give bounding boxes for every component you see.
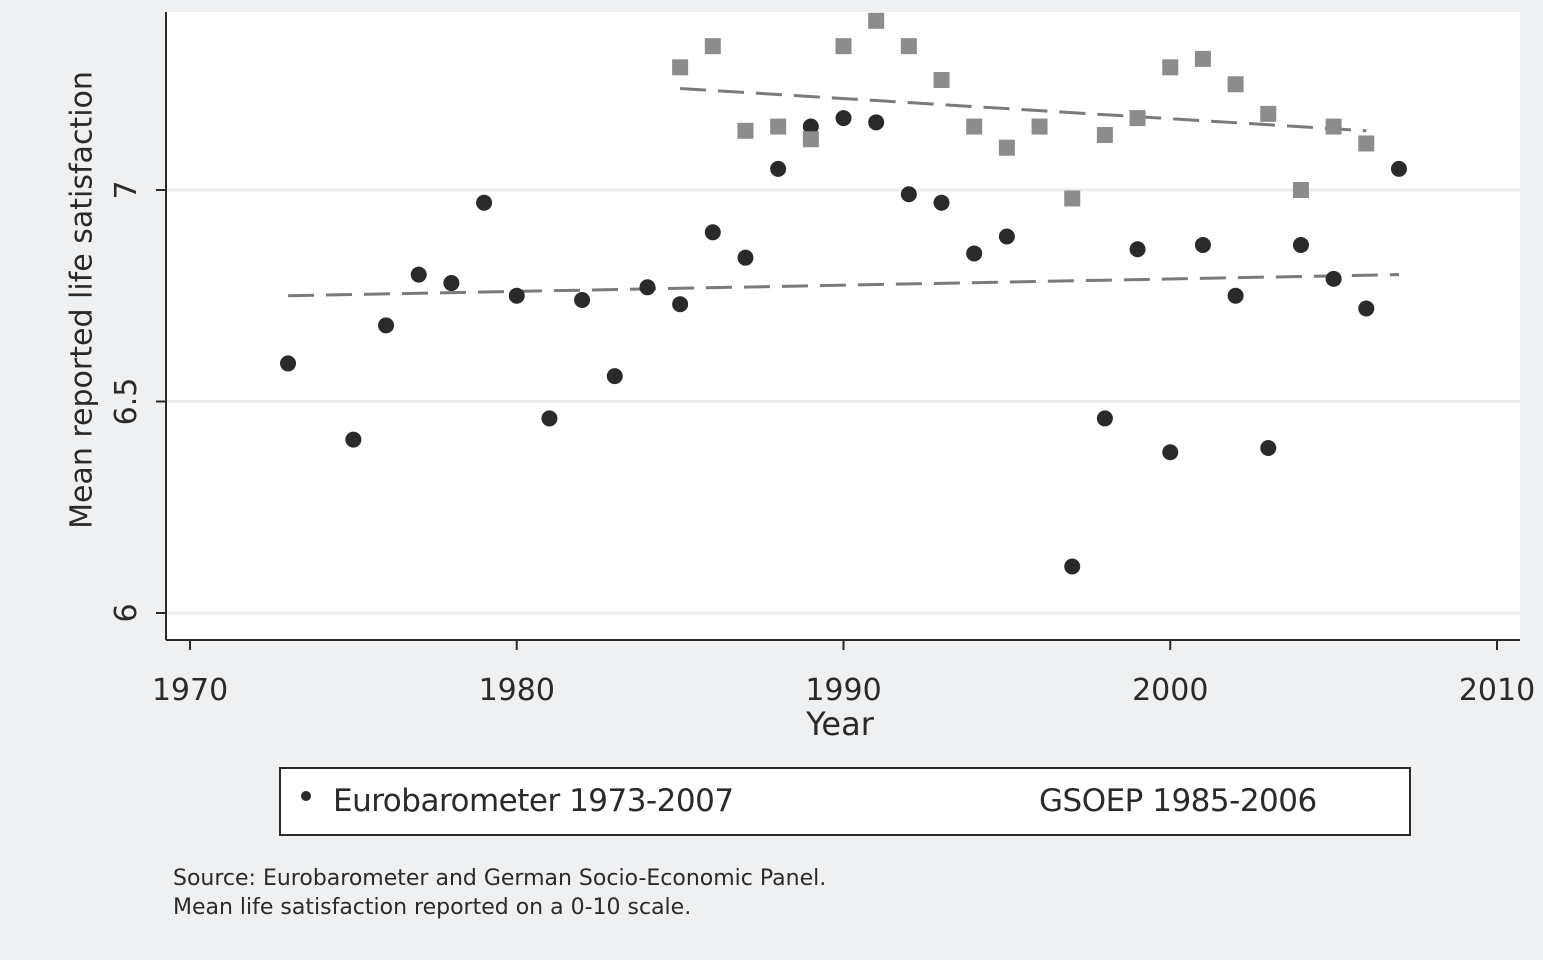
point-eurobarometer-2005 <box>1325 270 1342 287</box>
point-gsoep-2000 <box>1162 59 1179 76</box>
point-eurobarometer-2004 <box>1292 236 1309 253</box>
legend-label-gsoep: GSOEP 1985-2006 <box>1039 783 1317 819</box>
fit-line-gsoep <box>680 86 1367 133</box>
point-gsoep-1986 <box>704 38 721 55</box>
point-eurobarometer-2006 <box>1358 300 1375 317</box>
x-tick-label-0: 1970 <box>152 673 228 708</box>
data-points <box>280 12 1407 575</box>
axes: 1970 1980 1990 2000 2010 6 6.5 7 <box>109 12 1535 708</box>
x-tick-label-2: 1990 <box>805 673 881 708</box>
point-gsoep-1992 <box>900 38 917 55</box>
x-tick-label-4: 2010 <box>1459 673 1535 708</box>
point-gsoep-1987 <box>737 122 754 139</box>
point-eurobarometer-1999 <box>1129 241 1146 258</box>
point-eurobarometer-1997 <box>1064 558 1081 575</box>
y-tick-label-1: 6.5 <box>109 378 144 426</box>
y-tick-label-2: 7 <box>109 180 144 199</box>
point-gsoep-1994 <box>966 118 983 135</box>
point-eurobarometer-2002 <box>1227 287 1244 304</box>
point-gsoep-1985 <box>672 59 689 76</box>
point-eurobarometer-1988 <box>770 160 787 177</box>
point-eurobarometer-1990 <box>835 110 852 127</box>
point-gsoep-1990 <box>835 38 852 55</box>
point-eurobarometer-1986 <box>704 224 721 241</box>
point-eurobarometer-1973 <box>280 355 297 372</box>
point-eurobarometer-1983 <box>606 368 623 385</box>
point-gsoep-1993 <box>933 72 950 89</box>
point-gsoep-1997 <box>1064 190 1081 207</box>
y-tick-label-0: 6 <box>109 603 144 622</box>
point-gsoep-1999 <box>1129 110 1146 127</box>
point-eurobarometer-2000 <box>1162 444 1179 461</box>
point-eurobarometer-1994 <box>966 245 983 262</box>
point-gsoep-2003 <box>1260 105 1277 122</box>
legend-circle-marker-icon <box>301 791 311 801</box>
legend-item-gsoep: GSOEP 1985-2006 <box>1039 783 1317 819</box>
x-tick-label-3: 2000 <box>1132 673 1208 708</box>
point-gsoep-2006 <box>1358 135 1375 152</box>
source-note: Source: Eurobarometer and German Socio-E… <box>173 866 827 891</box>
point-eurobarometer-1981 <box>541 410 558 427</box>
point-eurobarometer-1991 <box>868 114 885 131</box>
plot-area <box>166 12 1520 640</box>
point-eurobarometer-1985 <box>672 296 689 313</box>
legend-item-eurobarometer: Eurobarometer 1973-2007 <box>301 783 734 819</box>
point-eurobarometer-1975 <box>345 431 362 448</box>
point-eurobarometer-1978 <box>443 275 460 292</box>
point-gsoep-1991 <box>868 12 885 29</box>
point-eurobarometer-1984 <box>639 279 656 296</box>
point-eurobarometer-2003 <box>1260 440 1277 457</box>
point-eurobarometer-1989 <box>802 118 819 135</box>
point-gsoep-2001 <box>1194 50 1211 67</box>
point-eurobarometer-1982 <box>574 291 591 308</box>
point-gsoep-1988 <box>770 118 787 135</box>
point-eurobarometer-2007 <box>1390 160 1407 177</box>
legend: Eurobarometer 1973-2007 GSOEP 1985-2006 <box>279 767 1411 836</box>
point-eurobarometer-1998 <box>1096 410 1113 427</box>
point-eurobarometer-1992 <box>900 186 917 203</box>
point-eurobarometer-1987 <box>737 249 754 266</box>
point-eurobarometer-1980 <box>508 287 525 304</box>
point-eurobarometer-1976 <box>378 317 395 334</box>
point-gsoep-1989 <box>802 131 819 148</box>
x-axis-title: Year <box>806 705 874 743</box>
point-gsoep-1998 <box>1096 127 1113 144</box>
point-eurobarometer-1977 <box>410 266 427 283</box>
x-tick-label-1: 1980 <box>479 673 555 708</box>
fit-line-eurobarometer <box>287 273 1400 298</box>
fit-lines <box>287 86 1400 298</box>
point-eurobarometer-1993 <box>933 194 950 211</box>
point-eurobarometer-1995 <box>998 228 1015 245</box>
point-gsoep-2004 <box>1292 182 1309 198</box>
point-gsoep-1996 <box>1031 118 1048 135</box>
point-eurobarometer-1979 <box>476 194 493 211</box>
point-eurobarometer-2001 <box>1194 236 1211 253</box>
point-gsoep-2005 <box>1325 118 1342 135</box>
point-gsoep-1995 <box>998 139 1015 156</box>
legend-label-eurobarometer: Eurobarometer 1973-2007 <box>333 783 734 819</box>
y-axis-title: Mean reported life satisfaction <box>64 71 100 529</box>
point-gsoep-2002 <box>1227 76 1244 93</box>
scale-note: Mean life satisfaction reported on a 0-1… <box>173 895 692 920</box>
